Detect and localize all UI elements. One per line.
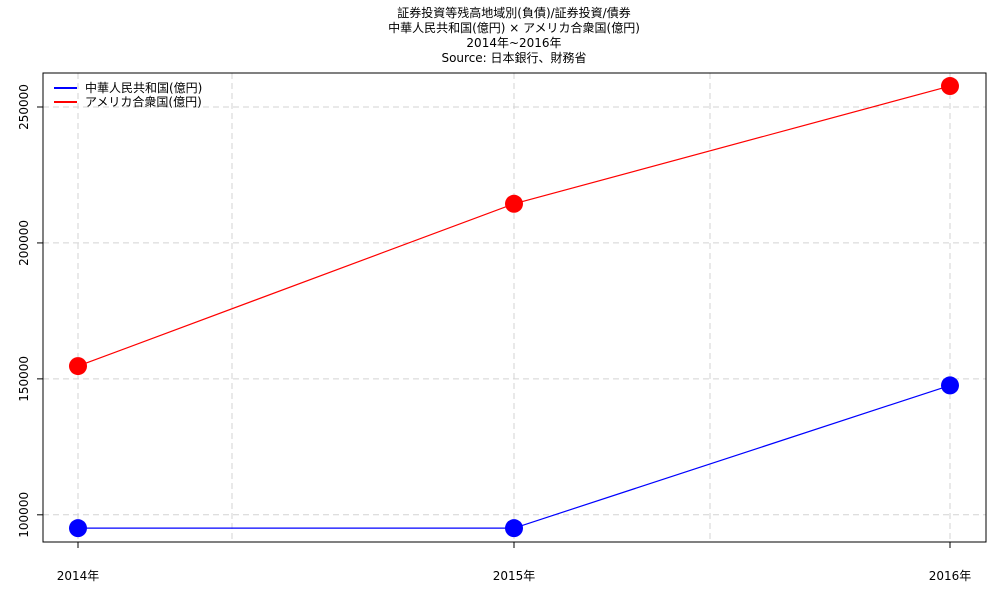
grid-layer xyxy=(43,73,986,542)
legend-label-usa: アメリカ合衆国(億円) xyxy=(85,94,202,109)
chart-source: Source: 日本銀行、財務省 xyxy=(441,50,586,65)
series-0-point-2 xyxy=(941,376,959,395)
series-1-point-0 xyxy=(69,357,87,376)
y-tick-label-2: 200000 xyxy=(17,220,31,266)
series-1-point-2 xyxy=(941,77,959,96)
chart-period: 2014年~2016年 xyxy=(466,36,561,50)
legend: 中華人民共和国(億円) アメリカ合衆国(億円) xyxy=(54,80,202,109)
y-tick-label-0: 100000 xyxy=(17,492,31,538)
series-1-point-1 xyxy=(505,194,523,213)
series-layer xyxy=(69,77,959,538)
y-tick-label-3: 250000 xyxy=(17,84,31,130)
y-tick-label-1: 150000 xyxy=(17,356,31,402)
axis-layer: 100000 150000 200000 250000 2014年 2015年 2016年 xyxy=(17,84,971,583)
x-tick-label-1: 2015年 xyxy=(493,569,536,583)
chart-subtitle: 中華人民共和国(億円) × アメリカ合衆国(億円) xyxy=(388,20,640,35)
series-0-point-0 xyxy=(69,519,87,538)
legend-label-china: 中華人民共和国(億円) xyxy=(85,80,202,95)
x-tick-label-0: 2014年 xyxy=(57,569,100,583)
x-tick-label-2: 2016年 xyxy=(929,569,972,583)
chart-title: 証券投資等残高地域別(負債)/証券投資/債券 xyxy=(397,5,630,20)
series-0-point-1 xyxy=(505,519,523,538)
